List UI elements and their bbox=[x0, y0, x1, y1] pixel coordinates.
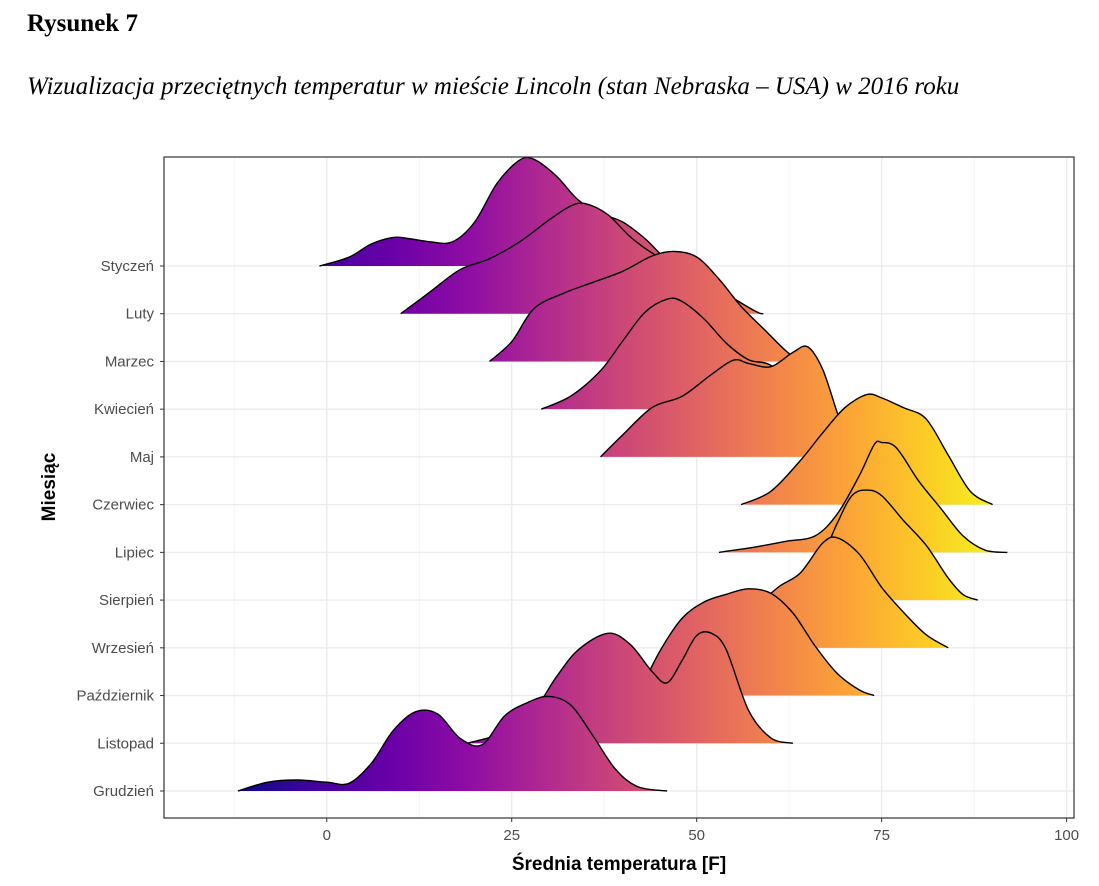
ridge-line-styczeń bbox=[319, 157, 690, 267]
y-tick-label: Czerwiec bbox=[92, 497, 154, 514]
ridge-area-marzec bbox=[489, 251, 801, 362]
figure-label: Rysunek 7 bbox=[27, 10, 138, 37]
x-tick-label: 0 bbox=[323, 827, 331, 844]
y-tick-label: Maj bbox=[130, 449, 154, 466]
ridge-line-kwiecień bbox=[541, 297, 809, 410]
y-tick-label: Kwiecień bbox=[94, 401, 154, 418]
ridge-line-wrzesień bbox=[733, 536, 949, 649]
y-tick-label: Lipiec bbox=[115, 544, 155, 561]
ridge-line-listopad bbox=[467, 631, 794, 744]
y-tick-label: Sierpień bbox=[99, 592, 154, 609]
ridge-line-grudzień bbox=[237, 695, 668, 792]
x-tick-label: 75 bbox=[873, 827, 890, 844]
figure-caption: Wizualizacja przeciętnych temperatur w m… bbox=[27, 73, 960, 100]
y-axis-title: Miesiąc bbox=[39, 452, 60, 521]
x-tick-label: 25 bbox=[503, 827, 520, 844]
y-tick-label: Luty bbox=[126, 306, 155, 323]
y-axis: Styczeń Luty Marzec Kwiecień Maj Czerwiec Lipi… bbox=[76, 258, 164, 800]
y-tick-label: Styczeń bbox=[101, 258, 154, 275]
ridge-area-maj bbox=[600, 346, 852, 457]
ridge-line-październik bbox=[636, 588, 875, 697]
ridges bbox=[237, 157, 1008, 792]
y-tick-label: Grudzień bbox=[93, 783, 154, 800]
x-axis: 0 25 50 75 100 bbox=[323, 818, 1079, 844]
plot-border bbox=[163, 156, 1075, 819]
y-tick-label: Listopad bbox=[97, 735, 154, 752]
y-tick-label: Październik bbox=[76, 688, 154, 705]
x-tick-label: 50 bbox=[688, 827, 705, 844]
x-tick-label: 100 bbox=[1054, 827, 1079, 844]
ridge-line-maj bbox=[600, 345, 853, 458]
ridge-line-czerwiec bbox=[740, 393, 993, 506]
ridge-area-grudzień bbox=[238, 696, 668, 791]
ridge-line-marzec bbox=[489, 250, 801, 363]
y-tick-label: Marzec bbox=[105, 353, 155, 370]
ridge-line-lipiec bbox=[718, 440, 1008, 554]
y-tick-label: Wrzesień bbox=[92, 640, 154, 657]
ridge-area-czerwiec bbox=[741, 394, 993, 505]
x-axis-title: Średnia temperatura [F] bbox=[512, 853, 726, 875]
